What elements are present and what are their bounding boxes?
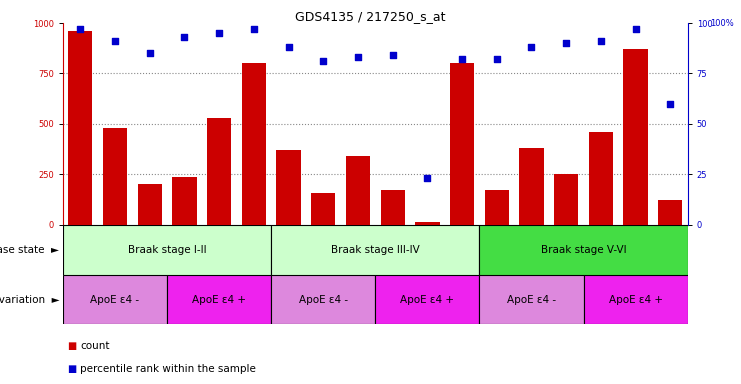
Point (456, 56, 468, 63)
Bar (276, 150, 301, 225)
Bar (415, 222, 439, 225)
Point (630, 26, 642, 32)
Text: ApoE ε4 +: ApoE ε4 + (608, 295, 662, 305)
Bar (375, 275, 479, 324)
Bar (479, 225, 688, 275)
Bar (68, 31, 93, 225)
Bar (479, 275, 584, 324)
Bar (519, 148, 544, 225)
Text: ■: ■ (67, 364, 76, 374)
Point (387, 52, 399, 58)
Bar (584, 275, 688, 324)
Text: GDS4135 / 217250_s_at: GDS4135 / 217250_s_at (295, 10, 446, 23)
Point (491, 56, 502, 63)
Point (74, 26, 86, 32)
Text: ApoE ε4 -: ApoE ε4 - (507, 295, 556, 305)
Bar (658, 200, 682, 225)
Bar (242, 63, 266, 225)
Point (179, 34, 190, 40)
Bar (63, 225, 271, 275)
Text: ApoE ε4 -: ApoE ε4 - (90, 295, 139, 305)
Bar (271, 225, 479, 275)
Point (317, 58, 329, 65)
Text: genotype/variation  ►: genotype/variation ► (0, 295, 59, 305)
Bar (623, 49, 648, 225)
Text: disease state  ►: disease state ► (0, 245, 59, 255)
Text: ApoE ε4 +: ApoE ε4 + (192, 295, 246, 305)
Text: Braak stage I-II: Braak stage I-II (127, 245, 207, 255)
Text: percentile rank within the sample: percentile rank within the sample (80, 364, 256, 374)
Point (422, 175, 433, 181)
Point (144, 50, 156, 56)
Bar (381, 190, 405, 225)
Text: ■: ■ (67, 341, 76, 351)
Bar (173, 177, 196, 225)
Bar (63, 275, 167, 324)
Bar (271, 275, 375, 324)
Text: ApoE ε4 -: ApoE ε4 - (299, 295, 348, 305)
Point (248, 26, 260, 32)
Text: Braak stage III-IV: Braak stage III-IV (331, 245, 419, 255)
Bar (554, 174, 578, 225)
Text: count: count (80, 341, 110, 351)
Bar (103, 128, 127, 225)
Point (282, 44, 294, 50)
Bar (485, 190, 509, 225)
Text: Braak stage V-VI: Braak stage V-VI (541, 245, 626, 255)
Text: ApoE ε4 +: ApoE ε4 + (400, 295, 454, 305)
Bar (167, 275, 271, 324)
Point (665, 101, 677, 107)
Point (109, 38, 121, 44)
Point (213, 30, 225, 36)
Point (560, 40, 572, 46)
Bar (311, 194, 336, 225)
Bar (346, 156, 370, 225)
Bar (138, 184, 162, 225)
Bar (450, 63, 474, 225)
Y-axis label: 100%: 100% (710, 19, 734, 28)
Point (352, 54, 364, 60)
Bar (589, 132, 613, 225)
Bar (207, 118, 231, 225)
Point (525, 44, 537, 50)
Point (595, 38, 607, 44)
